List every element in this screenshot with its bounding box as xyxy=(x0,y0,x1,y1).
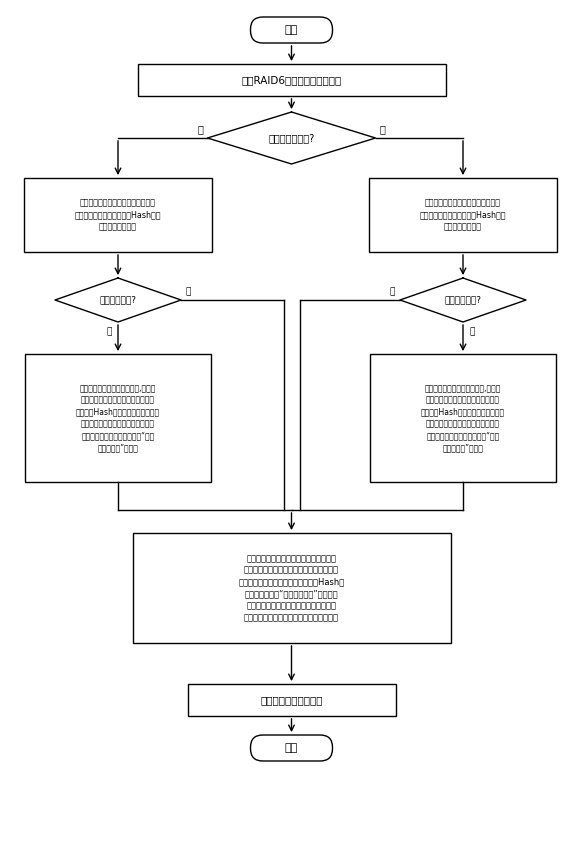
Text: 条目是否存在?: 条目是否存在? xyxy=(100,296,136,304)
Text: 写入新数据至数据磁盘: 写入新数据至数据磁盘 xyxy=(260,695,323,705)
Polygon shape xyxy=(55,278,181,322)
Bar xyxy=(132,533,451,643)
Text: 针对校验条带上此次被变更的数据块，将
其要写入的新数据放入日志缓冲区（若缓冲
区满则刷回日志盘）。并将数据块在Hash链
表中对应条目的“最新数据地址”字段更新: 针对校验条带上此次被变更的数据块，将 其要写入的新数据放入日志缓冲区（若缓冲 区… xyxy=(238,554,345,622)
Text: 条目是否存在?: 条目是否存在? xyxy=(444,296,482,304)
Text: 读取出数据块对应的原始数据,并放入
日志缓冲区（若缓冲区满则刷回日志
盘）。在Hash链表中创建数据块对应
的条目，并将即才写入的原始数据在
日志盘中的地址记录: 读取出数据块对应的原始数据,并放入 日志缓冲区（若缓冲区满则刷回日志 盘）。在H… xyxy=(76,384,160,452)
Text: 否: 否 xyxy=(107,327,112,337)
Bar xyxy=(188,684,395,716)
Bar xyxy=(24,178,212,252)
Text: 读取出数据块对应的原始数据,并放入
日志缓冲区（若缓冲区满则刷回日志
盘）。在Hash链表中创建数据块对应
的条目，并将即才写入的原始数据在
日志盘中的地址记录: 读取出数据块对应的原始数据,并放入 日志缓冲区（若缓冲区满则刷回日志 盘）。在H… xyxy=(421,384,505,452)
Text: 针对校验条带上所有已没不被更新的
数据块，分别查询其是否在Hash链表
中存在对应的条目: 针对校验条带上所有已没不被更新的 数据块，分别查询其是否在Hash链表 中存在对… xyxy=(75,199,161,231)
Text: 开始: 开始 xyxy=(285,25,298,35)
Text: 根据RAID6阵列结构分解写请求: 根据RAID6阵列结构分解写请求 xyxy=(241,75,342,85)
Text: 否: 否 xyxy=(469,327,475,337)
Text: 是: 是 xyxy=(198,124,203,134)
Text: 是: 是 xyxy=(389,287,395,297)
Bar xyxy=(370,354,556,482)
Text: 是否采用条码写?: 是否采用条码写? xyxy=(268,133,315,143)
FancyBboxPatch shape xyxy=(251,735,332,761)
Text: 结束: 结束 xyxy=(285,743,298,753)
Polygon shape xyxy=(400,278,526,322)
Bar xyxy=(25,354,211,482)
Text: 针对校验条带上所有此次将被更新的
数据块，分别查询其是否在Hash链表
中存在对应的条目: 针对校验条带上所有此次将被更新的 数据块，分别查询其是否在Hash链表 中存在对… xyxy=(420,199,506,231)
Text: 是: 是 xyxy=(186,287,191,297)
Bar xyxy=(138,64,445,96)
Text: 否: 否 xyxy=(380,124,385,134)
Bar xyxy=(369,178,557,252)
FancyBboxPatch shape xyxy=(251,17,332,43)
Polygon shape xyxy=(208,112,375,164)
